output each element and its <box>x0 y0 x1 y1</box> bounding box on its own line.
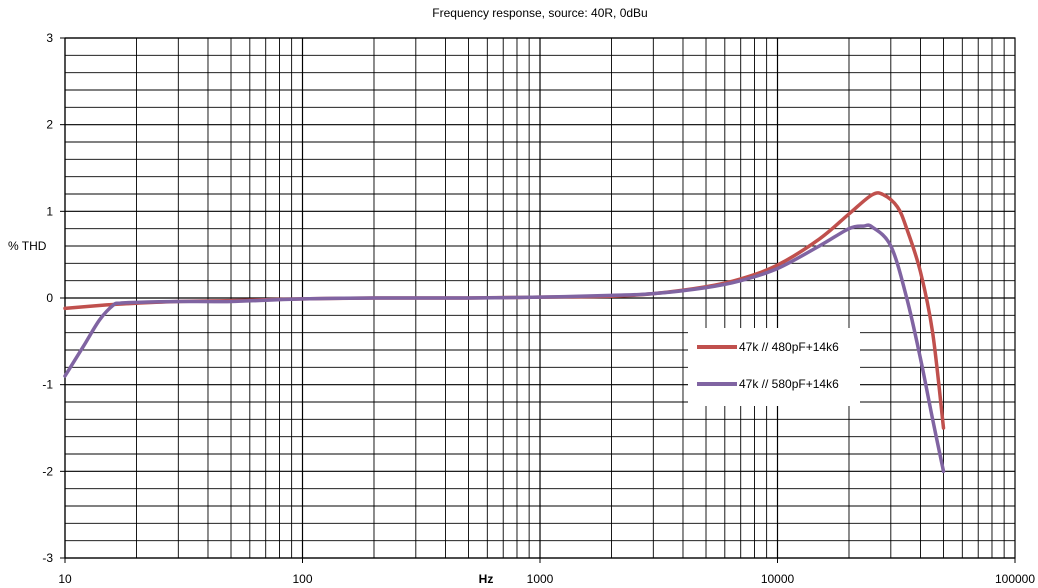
x-tick-label: 10 <box>58 572 72 586</box>
legend: 47k // 480pF+14k6 47k // 580pF+14k6 <box>688 328 860 406</box>
y-tick-labels: -3 -2 -1 0 1 2 3 <box>42 31 53 565</box>
y-tick-label: -2 <box>42 464 53 478</box>
x-tick-label: 1000 <box>527 572 554 586</box>
x-tick-label: 100000 <box>995 572 1035 586</box>
series-line-1 <box>63 223 946 474</box>
x-tick-label: 10000 <box>761 572 795 586</box>
y-tick-label: 3 <box>46 31 53 45</box>
x-tick-labels: 10 100 1000 10000 100000 <box>58 572 1035 586</box>
series-lines <box>63 191 946 474</box>
x-axis-label: Hz <box>479 572 494 586</box>
y-tick-label: -1 <box>42 378 53 392</box>
y-axis-label: % THD <box>8 239 47 253</box>
legend-box <box>688 328 860 406</box>
x-tick-label: 100 <box>292 572 312 586</box>
y-tick-label: -3 <box>42 551 53 565</box>
y-tick-label: 0 <box>46 291 53 305</box>
legend-label-0: 47k // 480pF+14k6 <box>739 340 839 354</box>
y-tick-label: 2 <box>46 118 53 132</box>
chart-title: Frequency response, source: 40R, 0dBu <box>432 6 647 20</box>
y-tick-label: 1 <box>46 204 53 218</box>
legend-label-1: 47k // 580pF+14k6 <box>739 377 839 391</box>
